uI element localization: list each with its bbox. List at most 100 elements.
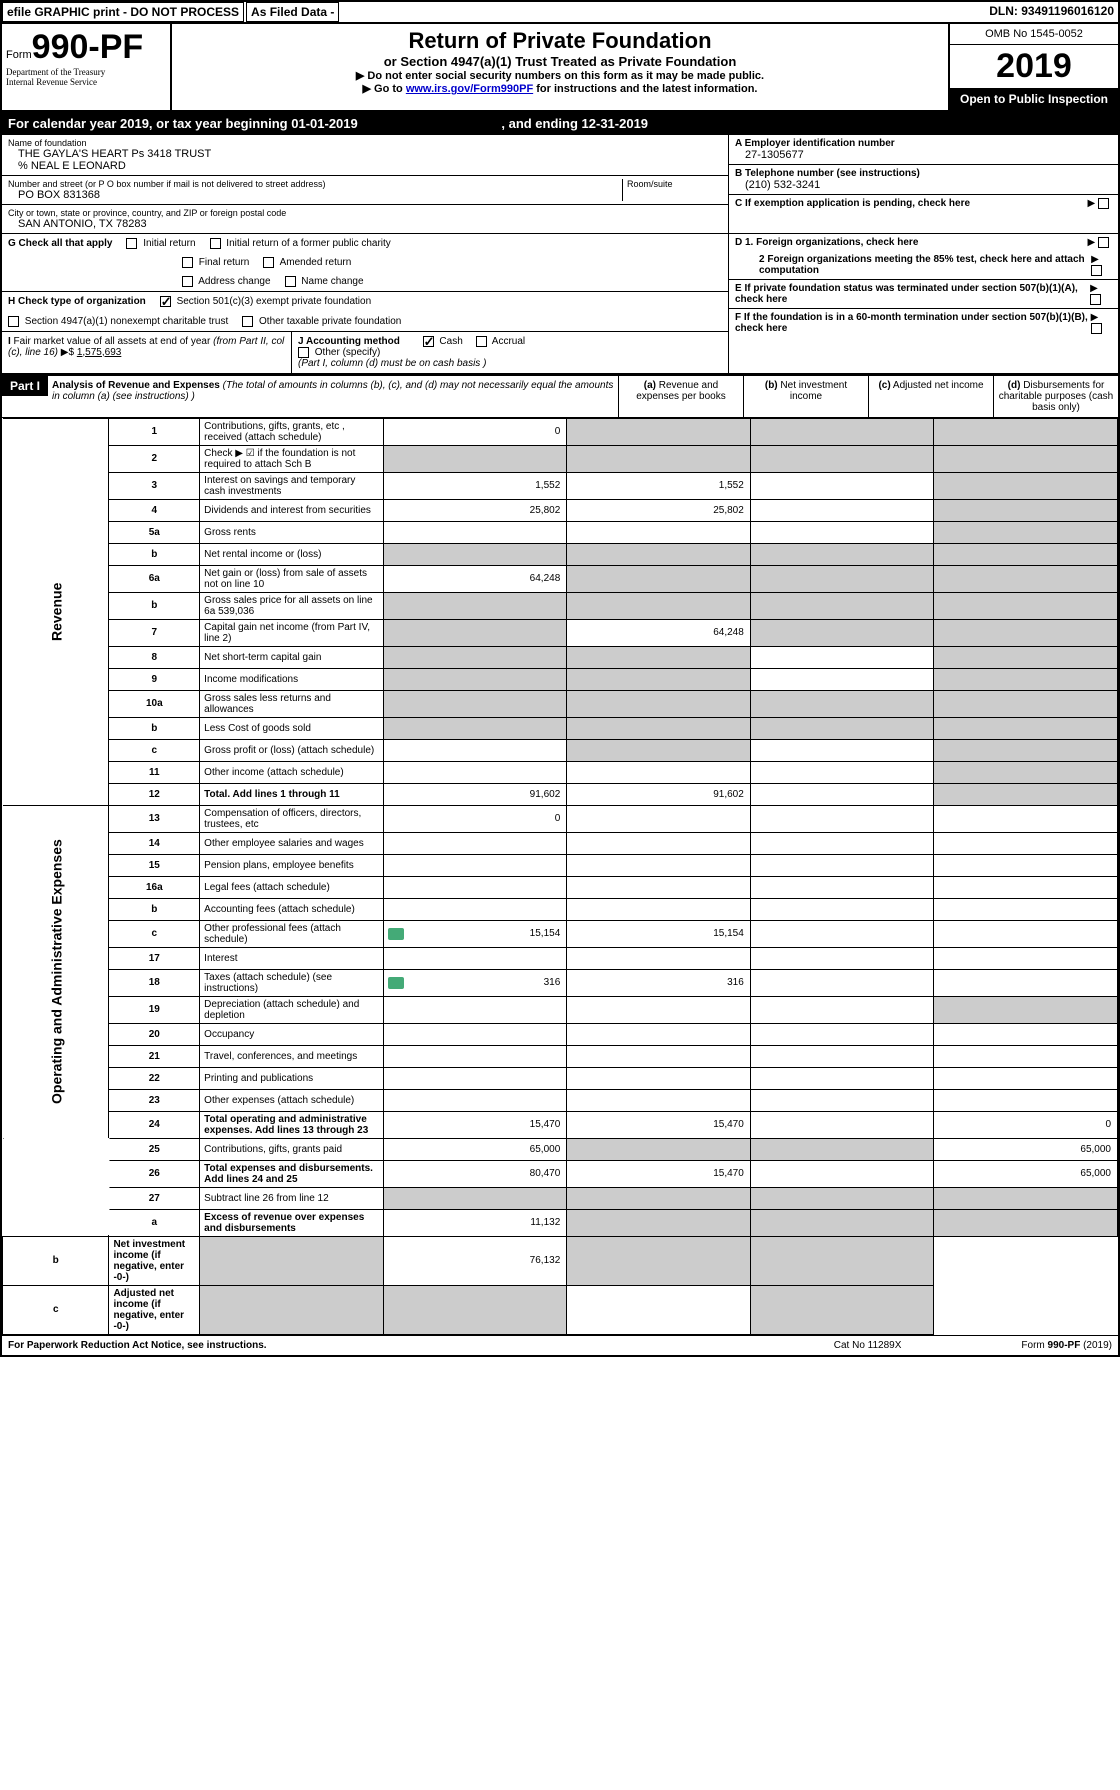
amount-cell	[567, 1285, 751, 1334]
f-label: F If the foundation is in a 60-month ter…	[735, 312, 1091, 334]
exemption-checkbox[interactable]	[1098, 198, 1109, 209]
ein-value: 27-1305677	[735, 149, 1112, 161]
row-number: a	[109, 1209, 200, 1236]
row-desc: Accounting fees (attach schedule)	[200, 898, 384, 920]
table-row: 22Printing and publications	[3, 1067, 1118, 1089]
cb-final[interactable]	[182, 257, 193, 268]
amount-cell	[934, 619, 1118, 646]
amount-cell	[567, 876, 751, 898]
row-number: 26	[109, 1160, 200, 1187]
attachment-icon[interactable]	[388, 928, 404, 940]
cb-name[interactable]	[285, 276, 296, 287]
part1-label: Part I	[2, 376, 48, 396]
cb-other-tax[interactable]	[242, 316, 253, 327]
table-row: 27Subtract line 26 from line 12	[3, 1187, 1118, 1209]
amount-cell	[750, 783, 934, 805]
table-row: aExcess of revenue over expenses and dis…	[3, 1209, 1118, 1236]
amount-cell	[750, 1285, 934, 1334]
part1-header-row: Part I Analysis of Revenue and Expenses …	[2, 374, 1118, 418]
amount-cell	[934, 969, 1118, 996]
cb-d1[interactable]	[1098, 237, 1109, 248]
amount-cell	[383, 543, 567, 565]
cb-e[interactable]	[1090, 294, 1101, 305]
amount-cell	[934, 418, 1118, 445]
header-left: Form990-PF Department of the Treasury In…	[2, 24, 172, 110]
revenue-sidelabel: Revenue	[3, 418, 109, 805]
foundation-name: THE GAYLA'S HEART Ps 3418 TRUST	[8, 148, 722, 160]
amount-cell: 0	[383, 805, 567, 832]
amount-cell: 91,602	[567, 783, 751, 805]
table-row: 19Depreciation (attach schedule) and dep…	[3, 996, 1118, 1023]
header-row: Form990-PF Department of the Treasury In…	[2, 24, 1118, 112]
cb-other-method[interactable]	[298, 347, 309, 358]
opt-other-method: Other (specify)	[315, 347, 381, 358]
care-of: % NEAL E LEONARD	[8, 160, 722, 172]
amount-cell	[934, 592, 1118, 619]
table-row: bNet rental income or (loss)	[3, 543, 1118, 565]
table-row: 12Total. Add lines 1 through 1191,60291,…	[3, 783, 1118, 805]
cb-initial[interactable]	[126, 238, 137, 249]
table-row: 20Occupancy	[3, 1023, 1118, 1045]
gh-section: G Check all that apply Initial return In…	[2, 234, 1118, 374]
amount-cell	[934, 761, 1118, 783]
cb-initial-former[interactable]	[210, 238, 221, 249]
opt-4947: Section 4947(a)(1) nonexempt charitable …	[25, 316, 228, 327]
e-row: E If private foundation status was termi…	[729, 280, 1118, 309]
g-label: G Check all that apply	[8, 238, 112, 249]
irs-link[interactable]: www.irs.gov/Form990PF	[406, 83, 533, 95]
amount-cell	[934, 996, 1118, 1023]
cb-accrual[interactable]	[476, 336, 487, 347]
city-cell: City or town, state or province, country…	[2, 205, 728, 233]
row-number: 6a	[109, 565, 200, 592]
amount-cell	[934, 805, 1118, 832]
amount-cell	[567, 805, 751, 832]
cb-f[interactable]	[1091, 323, 1102, 334]
cb-4947[interactable]	[8, 316, 19, 327]
amount-cell	[750, 717, 934, 739]
amount-cell	[567, 668, 751, 690]
exemption-cell: C If exemption application is pending, c…	[729, 195, 1118, 212]
row-number: 3	[109, 472, 200, 499]
opt-amended: Amended return	[280, 257, 352, 268]
row-number: b	[109, 592, 200, 619]
table-row: 6aNet gain or (loss) from sale of assets…	[3, 565, 1118, 592]
amount-cell	[750, 1111, 934, 1138]
table-row: 15Pension plans, employee benefits	[3, 854, 1118, 876]
amount-cell	[750, 521, 934, 543]
amount-cell	[934, 543, 1118, 565]
amount-cell	[383, 592, 567, 619]
attachment-icon[interactable]	[388, 977, 404, 989]
table-row: 2Check ▶ ☑ if the foundation is not requ…	[3, 445, 1118, 472]
cb-d2[interactable]	[1091, 265, 1102, 276]
amount-cell	[750, 832, 934, 854]
table-row: 8Net short-term capital gain	[3, 646, 1118, 668]
cb-amended[interactable]	[263, 257, 274, 268]
row-number: c	[109, 739, 200, 761]
amount-cell	[383, 1045, 567, 1067]
amount-cell	[567, 947, 751, 969]
entity-left: Name of foundation THE GAYLA'S HEART Ps …	[2, 135, 728, 233]
cb-address[interactable]	[182, 276, 193, 287]
row-number: 1	[109, 418, 200, 445]
row-number: 21	[109, 1045, 200, 1067]
cb-501c3[interactable]	[160, 296, 171, 307]
cb-cash[interactable]	[423, 336, 434, 347]
row-desc: Interest	[200, 947, 384, 969]
part1-table: Revenue1Contributions, gifts, grants, et…	[2, 418, 1118, 1335]
col-a-head: (a) Revenue and expenses per books	[618, 376, 743, 417]
amount-cell	[750, 565, 934, 592]
amount-cell	[750, 761, 934, 783]
row-desc: Net rental income or (loss)	[200, 543, 384, 565]
instr-2: ▶ Go to www.irs.gov/Form990PF for instru…	[176, 82, 944, 95]
amount-cell	[750, 445, 934, 472]
amount-cell	[750, 1187, 934, 1209]
open-to-public: Open to Public Inspection	[950, 88, 1118, 110]
col-d-head: (d) Disbursements for charitable purpose…	[993, 376, 1118, 417]
amount-cell: 65,000	[383, 1138, 567, 1160]
amount-cell	[567, 1236, 751, 1285]
amount-cell	[934, 1067, 1118, 1089]
row-desc: Taxes (attach schedule) (see instruction…	[200, 969, 384, 996]
amount-cell	[934, 898, 1118, 920]
table-row: 10aGross sales less returns and allowanc…	[3, 690, 1118, 717]
row-desc: Legal fees (attach schedule)	[200, 876, 384, 898]
